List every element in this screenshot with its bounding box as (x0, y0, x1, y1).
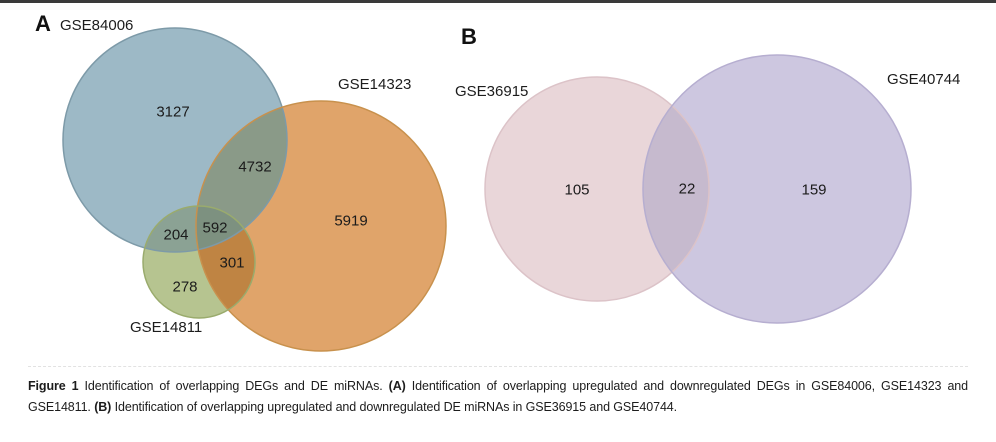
caption-intro: Identification of overlapping DEGs and D… (84, 379, 383, 393)
venn-diagrams-canvas (62, 27, 912, 352)
venn-a-outline-gse84006 (62, 27, 288, 253)
venn-a-count-triple: 592 (202, 219, 228, 237)
venn-b-count-gse36915-only: 105 (564, 181, 590, 199)
panel-a-letter: A (35, 11, 52, 36)
caption-part-a-marker: (A) (388, 379, 406, 393)
scan-artifact-top-bar (0, 0, 996, 3)
venn-a-count-gse14323-only: 5919 (334, 212, 368, 230)
venn-b-count-overlap: 22 (678, 180, 696, 198)
venn-a-count-gse84006-only: 3127 (156, 103, 190, 121)
venn-a-count-gse14811-only: 278 (172, 278, 198, 296)
figure-caption: Figure 1 Identification of overlapping D… (28, 366, 968, 418)
venn-b-outline-gse40744 (642, 54, 912, 324)
venn-a-count-gse84006-gse14811: 204 (163, 226, 189, 244)
venn-b-label-gse36915: GSE36915 (455, 83, 529, 100)
caption-figure-label: Figure 1 (28, 379, 79, 393)
venn-b-count-gse40744-only: 159 (801, 181, 827, 199)
caption-part-a-text: Identification of overlapping upregulate… (28, 379, 968, 414)
venn-a-label-gse84006: GSE84006 (60, 17, 134, 34)
caption-part-b-marker: (B) (94, 400, 112, 414)
panel-b-letter: B (461, 24, 478, 49)
venn-a-overlap-blue-orange (196, 101, 287, 252)
venn-b-outline-gse36915 (484, 76, 710, 302)
venn-b-circle-gse40744 (643, 55, 911, 323)
venn-a-count-gse84006-gse14323: 4732 (238, 158, 272, 176)
caption-part-b-text: Identification of overlapping upregulate… (114, 400, 678, 414)
venn-b-label-gse40744: GSE40744 (887, 71, 961, 88)
venn-b-circle-gse36915 (485, 77, 709, 301)
venn-a-label-gse14811: GSE14811 (130, 319, 203, 336)
venn-a-outline-gse14323 (195, 100, 447, 352)
venn-a-label-gse14323: GSE14323 (338, 76, 412, 93)
venn-a-outline-gse14811 (142, 205, 256, 319)
venn-a-count-gse14323-gse14811: 301 (219, 254, 245, 272)
